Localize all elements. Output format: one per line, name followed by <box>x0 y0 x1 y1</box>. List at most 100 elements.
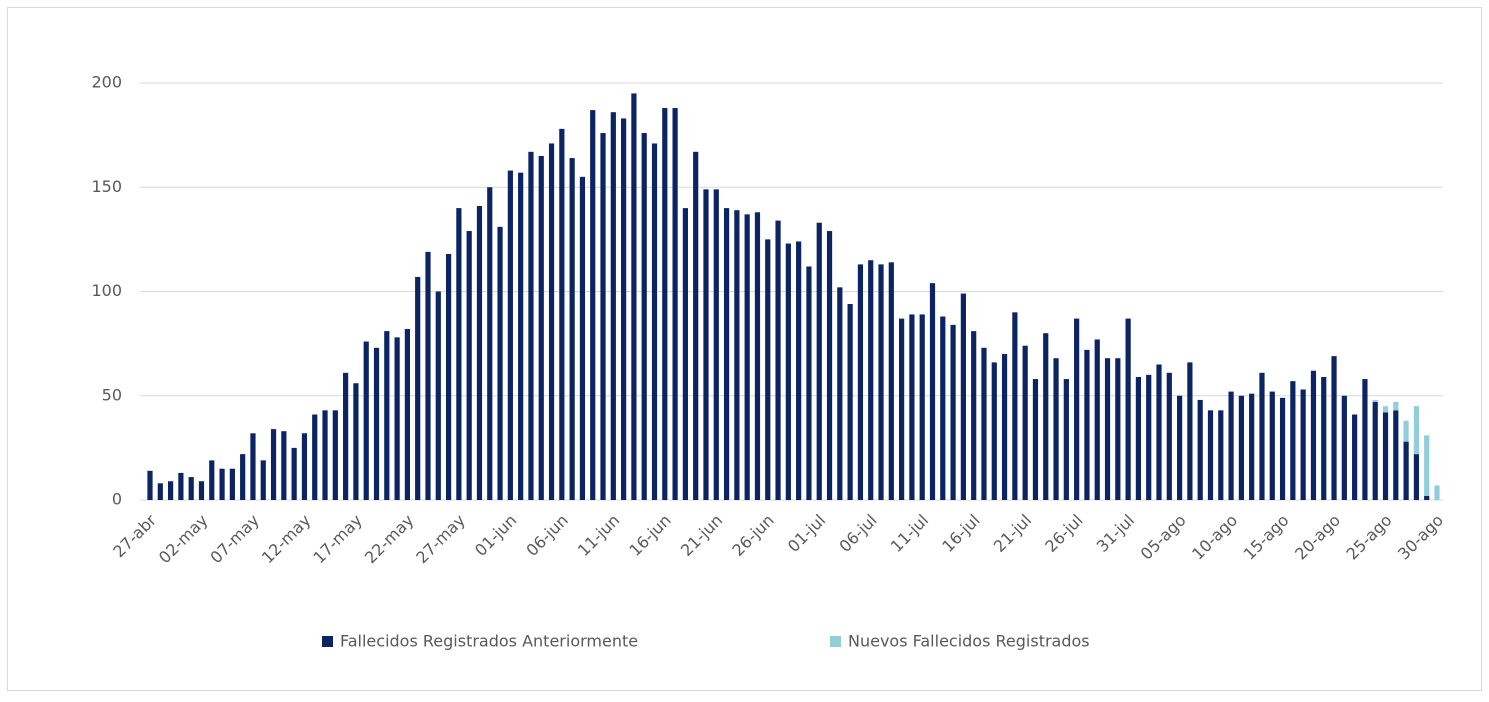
bar <box>662 108 668 501</box>
bar <box>909 314 915 500</box>
bar <box>1012 312 1018 500</box>
bar <box>631 93 637 501</box>
bar <box>445 253 452 500</box>
bar <box>929 283 936 500</box>
bar <box>476 206 483 500</box>
bar <box>569 158 575 500</box>
bar <box>466 231 472 500</box>
bar <box>765 239 771 500</box>
bar <box>1063 379 1069 500</box>
bar <box>260 460 266 500</box>
bar <box>837 287 843 500</box>
bar <box>641 133 647 501</box>
bar <box>1300 389 1306 500</box>
bar <box>1382 406 1389 413</box>
bar <box>1084 349 1090 500</box>
bar <box>651 143 658 500</box>
bar <box>796 241 802 500</box>
bar <box>363 341 369 500</box>
bar <box>301 433 308 500</box>
bar <box>971 331 977 500</box>
bar <box>1424 435 1430 496</box>
bar <box>1238 395 1244 500</box>
bar <box>1434 485 1440 500</box>
bar <box>487 187 493 500</box>
bar <box>167 481 174 500</box>
bar <box>1424 495 1430 500</box>
bar <box>1043 333 1049 500</box>
legend-swatch <box>830 636 841 647</box>
legend-label: Nuevos Fallecidos Registrados <box>848 632 1090 651</box>
bar <box>579 176 586 500</box>
bar <box>548 143 555 500</box>
bar <box>1207 410 1214 500</box>
bar <box>590 110 596 500</box>
bar <box>744 214 750 501</box>
bar <box>1146 374 1152 500</box>
bar <box>785 243 791 501</box>
bar <box>528 151 534 500</box>
bar <box>343 372 349 500</box>
bar <box>713 189 719 500</box>
chart-border <box>7 7 1482 691</box>
y-tick-label: 50 <box>102 385 122 404</box>
bar <box>754 212 761 500</box>
legend-label: Fallecidos Registrados Anteriormente <box>340 632 638 651</box>
bar <box>1177 395 1183 500</box>
bar <box>384 331 390 500</box>
bar <box>538 155 544 500</box>
bar <box>1053 358 1059 500</box>
bar <box>518 172 524 500</box>
y-tick-label: 200 <box>91 73 122 92</box>
bar <box>1115 358 1121 500</box>
bar <box>1074 318 1080 500</box>
bar <box>229 468 235 500</box>
y-tick-label: 100 <box>91 281 122 300</box>
bar <box>857 264 864 500</box>
bar <box>1166 372 1172 500</box>
bar <box>1372 399 1378 403</box>
bar <box>435 291 441 500</box>
bar <box>1104 358 1111 500</box>
bar <box>1413 406 1420 455</box>
legend-swatch <box>322 636 333 647</box>
bar <box>1352 414 1358 500</box>
bar <box>693 151 699 500</box>
bar <box>1249 393 1255 500</box>
bar <box>734 210 740 500</box>
bar <box>868 260 874 500</box>
bar <box>1094 339 1100 500</box>
bar <box>1393 410 1399 500</box>
bar <box>1279 397 1286 500</box>
y-tick-label: 0 <box>112 490 122 509</box>
bar <box>312 414 318 500</box>
bar <box>1197 399 1203 500</box>
bar <box>147 470 153 500</box>
bar <box>919 314 925 500</box>
bar <box>1403 441 1409 500</box>
bar <box>981 347 987 500</box>
bar <box>456 208 462 500</box>
bar <box>878 264 884 500</box>
bar <box>672 108 678 501</box>
bar <box>1187 362 1193 500</box>
bar <box>1403 420 1409 442</box>
bar <box>682 208 688 500</box>
bar <box>1413 454 1420 500</box>
bar <box>991 362 997 500</box>
bar <box>621 118 627 500</box>
bar <box>1362 379 1368 500</box>
y-tick-label: 150 <box>91 177 122 196</box>
bar <box>1259 372 1265 500</box>
bar <box>775 220 781 501</box>
bar <box>1032 379 1039 500</box>
bar <box>940 316 946 500</box>
bar <box>899 318 905 500</box>
bar <box>1290 381 1296 500</box>
bar <box>1372 402 1378 500</box>
bar <box>322 410 328 500</box>
bar <box>1022 345 1028 500</box>
bar <box>270 429 277 500</box>
bar <box>198 481 205 500</box>
